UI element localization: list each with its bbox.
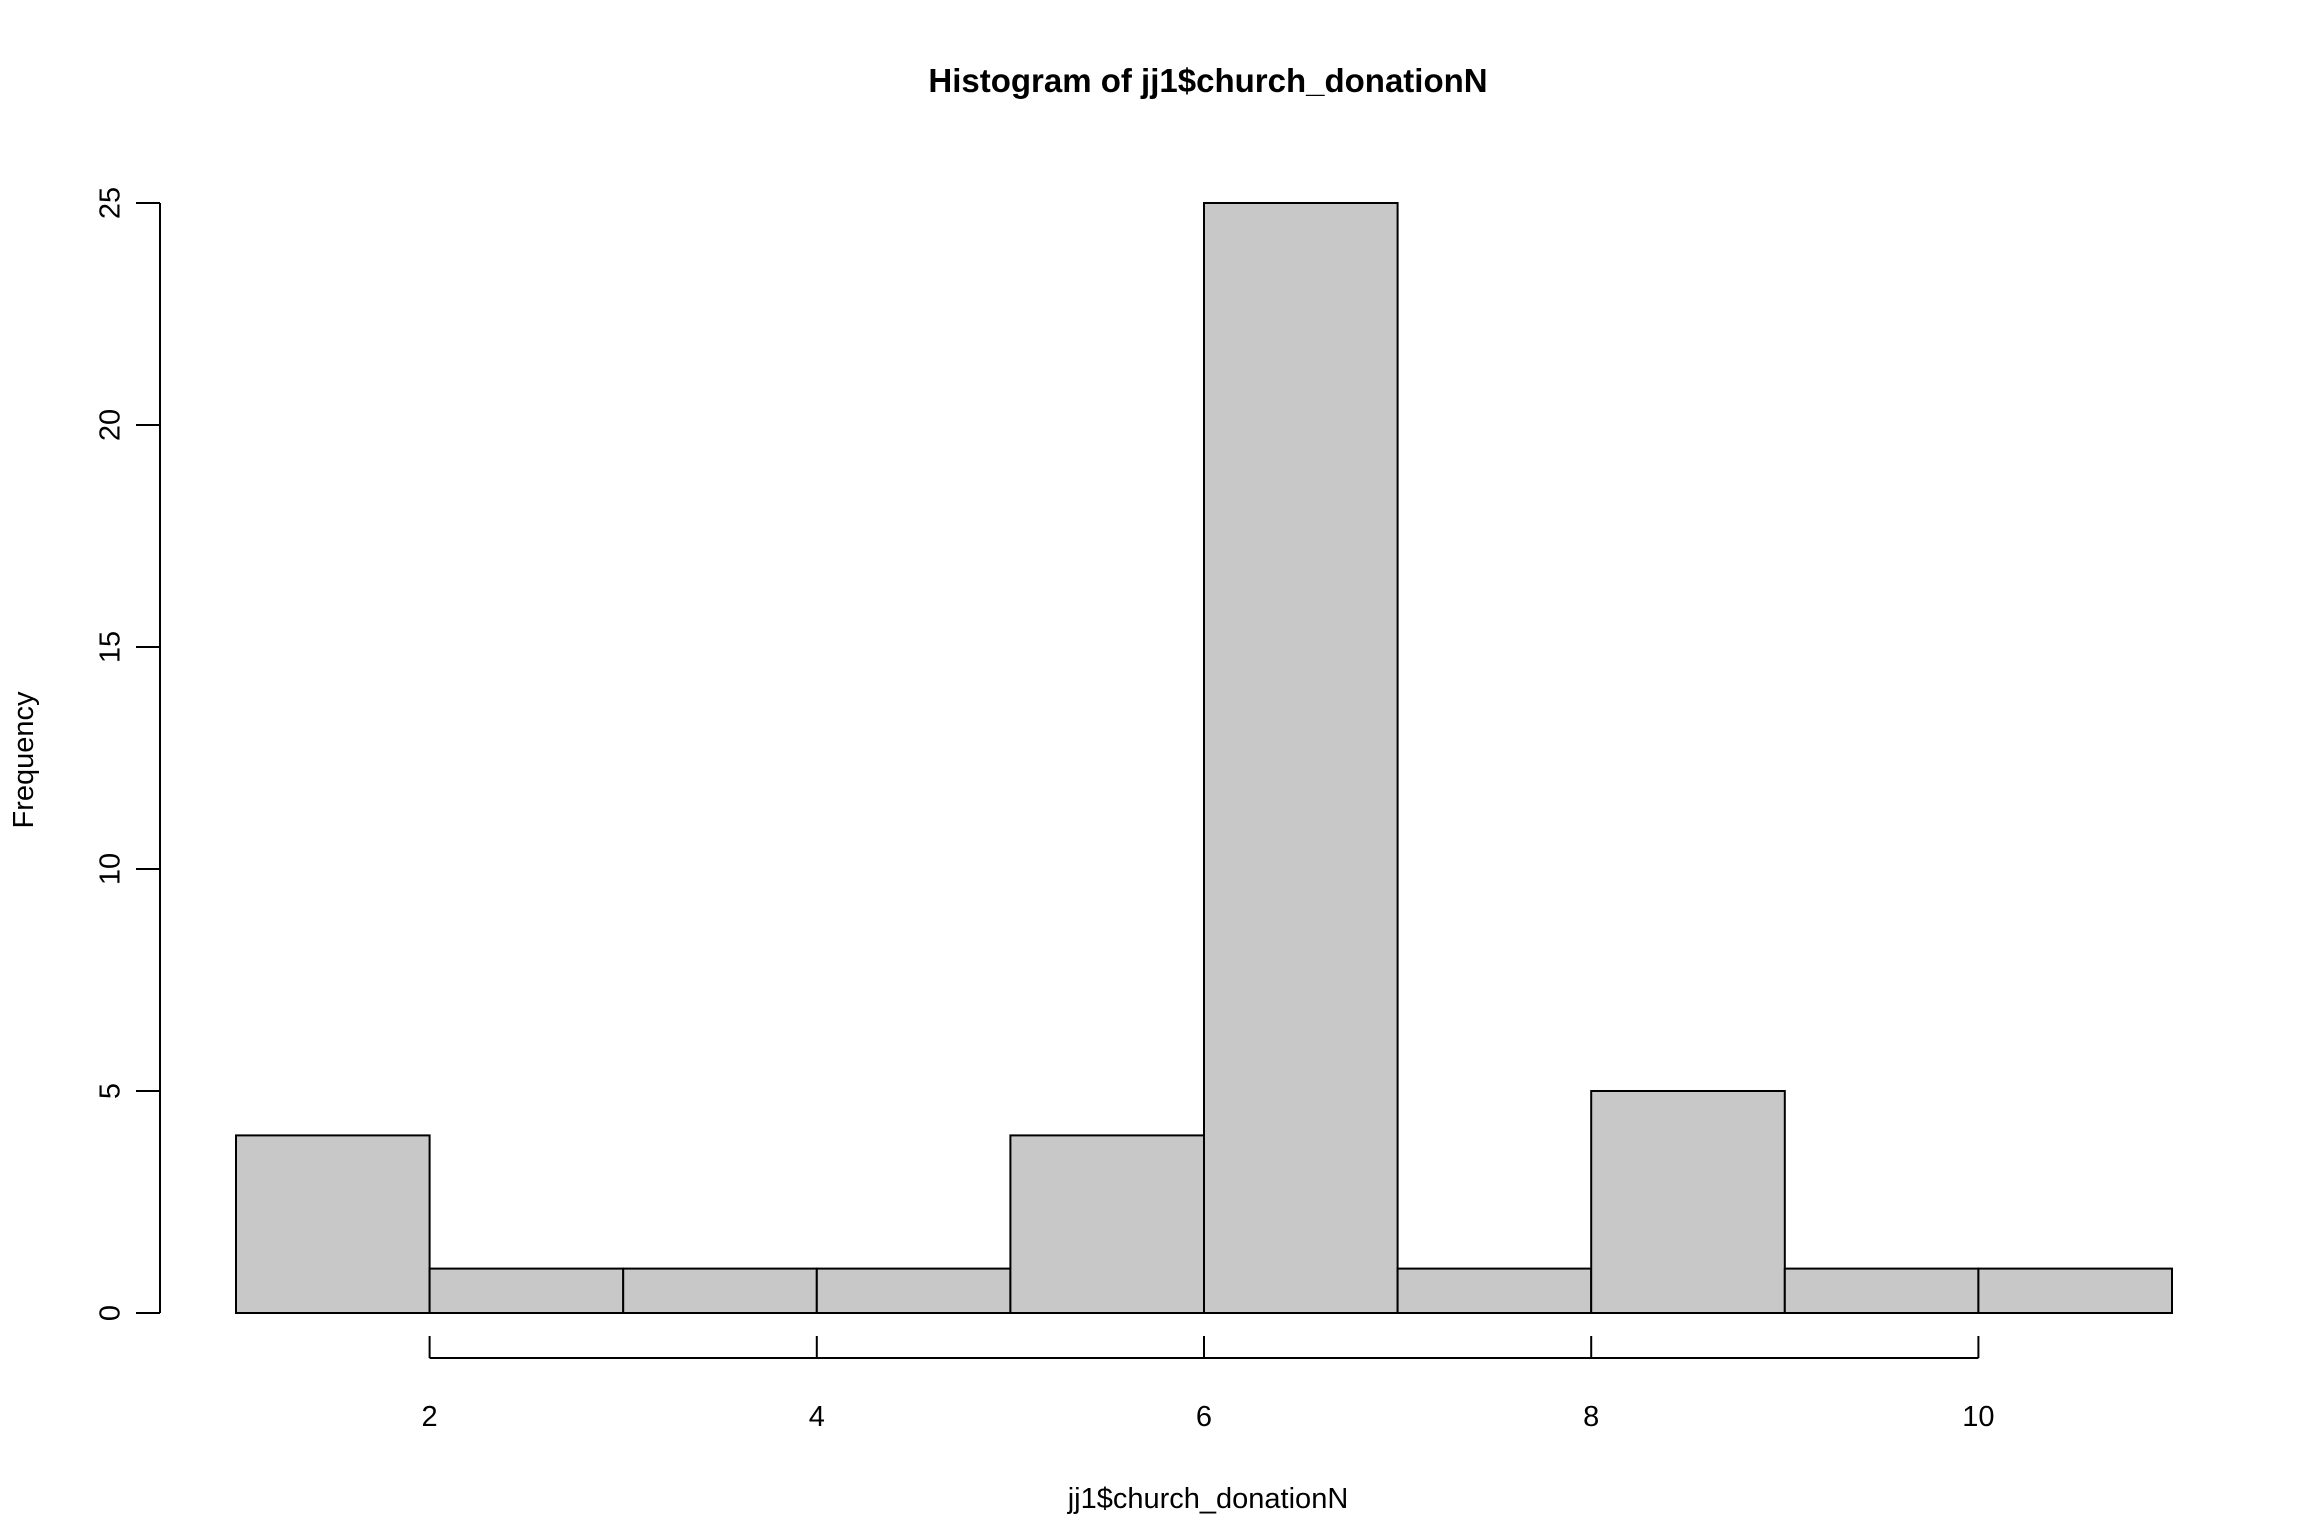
histogram-bar-7 xyxy=(1396,1267,1593,1314)
histogram-bar-1 xyxy=(235,1134,431,1315)
histogram-bar-10 xyxy=(1977,1267,2174,1314)
y-tick-label-15: 15 xyxy=(95,631,127,663)
y-axis-title: Frequency xyxy=(8,691,40,829)
histogram-bar-9 xyxy=(1783,1267,1980,1314)
y-tick-label-5: 5 xyxy=(95,1083,127,1099)
y-tick-label-20: 20 xyxy=(95,409,127,441)
x-tick-label-10: 10 xyxy=(1962,1401,1994,1433)
bars-group xyxy=(235,202,2174,1315)
histogram-bar-6 xyxy=(1203,202,1399,1314)
y-tick-label-25: 25 xyxy=(95,187,127,219)
histogram-bar-8 xyxy=(1590,1090,1786,1314)
y-tick-label-0: 0 xyxy=(95,1305,127,1321)
histogram-bar-3 xyxy=(622,1267,818,1314)
chart-title: Histogram of jj1$church_donationN xyxy=(928,62,1487,99)
histogram-bar-5 xyxy=(1009,1134,1206,1315)
histogram-bar-4 xyxy=(815,1267,1012,1314)
x-axis-title: jj1$church_donationN xyxy=(1067,1483,1349,1515)
y-tick-label-10: 10 xyxy=(95,853,127,885)
x-axis: 2 4 6 8 10 xyxy=(422,1336,1995,1433)
y-axis: 0 5 10 15 20 25 xyxy=(95,187,161,1321)
x-tick-label-8: 8 xyxy=(1583,1401,1599,1433)
x-tick-label-2: 2 xyxy=(422,1401,438,1433)
x-tick-label-6: 6 xyxy=(1196,1401,1212,1433)
x-tick-label-4: 4 xyxy=(809,1401,825,1433)
histogram-bar-2 xyxy=(428,1267,625,1314)
